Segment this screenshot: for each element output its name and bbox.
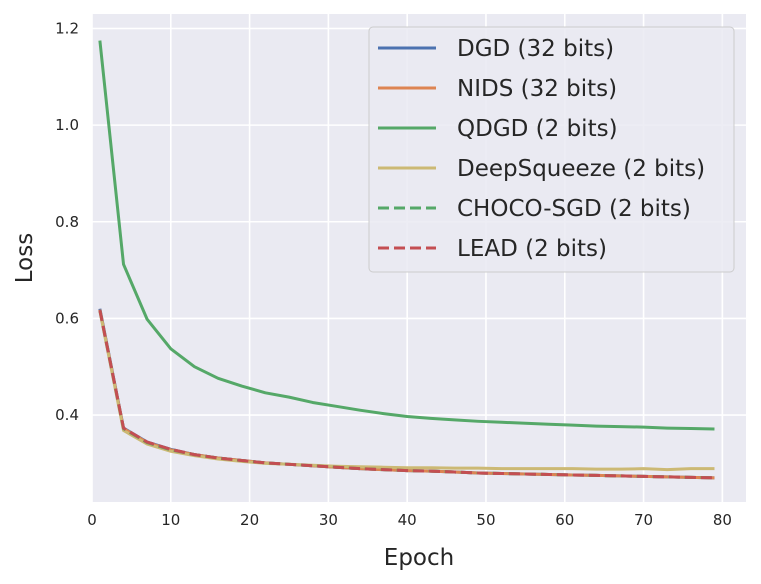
legend-label-5: LEAD (2 bits) [457,236,607,262]
series-line-3 [98,310,715,472]
x-tick-labels: 0 10 20 30 40 50 60 70 80 [87,511,732,529]
x-tick-label: 20 [240,511,259,529]
legend-label-1: NIDS (32 bits) [457,76,617,102]
x-tick-label: 70 [634,511,653,529]
legend-label-0: DGD (32 bits) [457,36,614,62]
legend-label-3: DeepSqueeze (2 bits) [457,156,705,182]
legend-label-4: CHOCO-SGD (2 bits) [457,196,691,222]
y-tick-label: 0.6 [55,309,79,327]
y-tick-label: 1.0 [55,116,79,134]
x-tick-label: 60 [555,511,574,529]
series-line-5 [98,309,715,480]
y-tick-label: 0.4 [55,406,79,424]
x-tick-label: 0 [87,511,97,529]
x-axis-label: Epoch [384,545,454,571]
legend-box [368,26,735,273]
y-axis-label: Loss [12,233,38,283]
x-tick-label: 40 [398,511,417,529]
series-group [98,40,715,480]
x-tick-label: 30 [319,511,338,529]
y-tick-labels: 0.4 0.6 0.8 1.0 1.2 [55,19,79,424]
series-line-2 [98,40,715,431]
x-tick-label: 50 [476,511,495,529]
legend: DGD (32 bits) NIDS (32 bits) QDGD (2 bits)… [368,26,735,273]
legend-label-2: QDGD (2 bits) [457,116,618,142]
y-tick-label: 0.8 [55,213,79,231]
y-tick-label: 1.2 [55,19,79,37]
x-tick-label: 80 [713,511,732,529]
x-tick-label: 10 [161,511,180,529]
